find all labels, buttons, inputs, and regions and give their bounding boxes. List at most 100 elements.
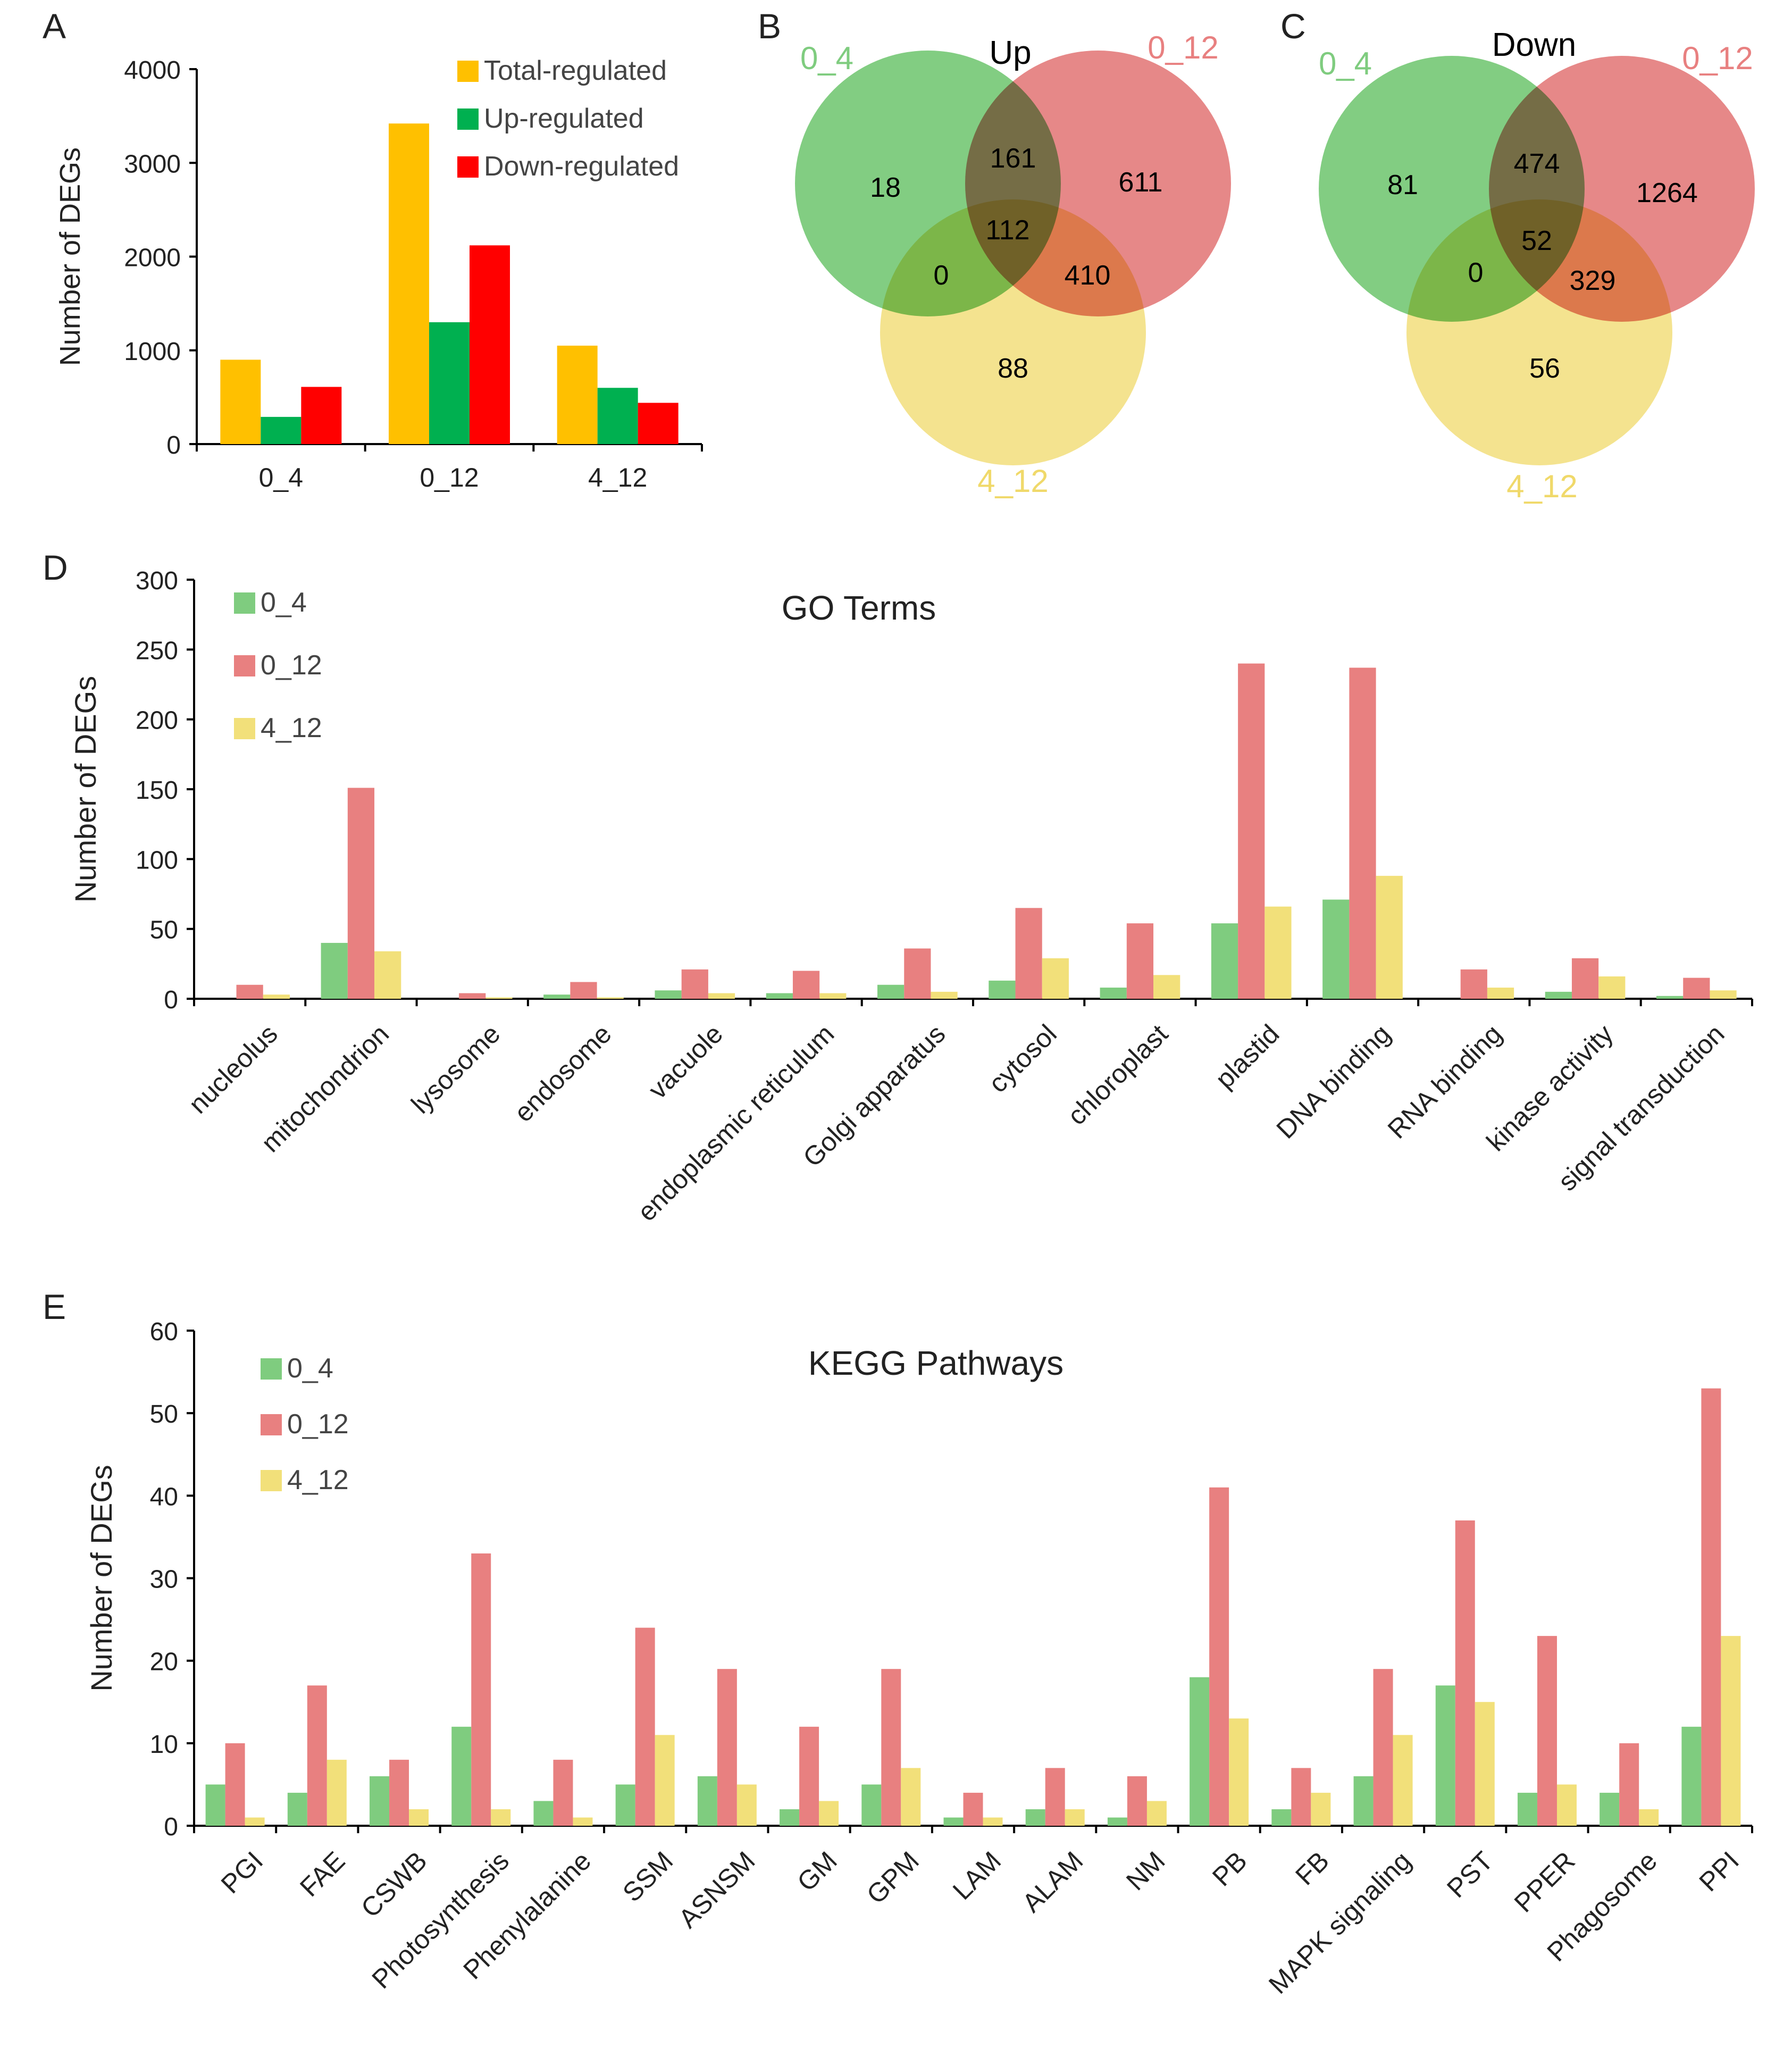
- chart-e-category-label: NM: [1120, 1846, 1171, 1896]
- chart-d-bar-signal-transduction-0-12: [1683, 977, 1710, 999]
- chart-e-category-label: Photosynthesis: [366, 1846, 515, 1994]
- chart-d-bar-kinase-activity-4-12: [1598, 976, 1626, 999]
- chart-e-legend-swatch-0-12: [261, 1414, 282, 1435]
- chart-d-bar-mitochondrion-4-12: [374, 951, 401, 999]
- chart-a-bar-0-12-up-regulated: [429, 322, 470, 444]
- chart-e-y-axis-title: Number of DEGs: [85, 1465, 118, 1691]
- chart-e-bar-pst-4-12: [1475, 1702, 1495, 1826]
- chart-a-bar-4-12-total-regulated: [557, 345, 598, 444]
- venn-b-circle-4-12: [880, 199, 1146, 465]
- venn-c-set-label-0-12: 0_12: [1682, 40, 1753, 76]
- venn-b-set-label-0-12: 0_12: [1148, 30, 1218, 65]
- venn-c-down: 0_4 0_12 4_12 Down 81 1264 56 474 0 329 52: [1319, 27, 1755, 504]
- chart-d-bar-dna-binding-4-12: [1376, 875, 1403, 999]
- chart-e-y-tick-label: 10: [150, 1731, 178, 1759]
- chart-e-category-label: SSM: [617, 1846, 679, 1908]
- chart-e-legend-label-4-12: 4_12: [287, 1465, 349, 1495]
- venn-b-region-0-12-and-4-12: 410: [1065, 260, 1111, 291]
- chart-e-bar-gpm-4-12: [901, 1768, 921, 1826]
- chart-a-bar-0-4-up-regulated: [261, 416, 302, 444]
- chart-e-bar-pgi-0-4: [205, 1784, 225, 1826]
- chart-e-category-label: PPER: [1509, 1846, 1581, 1918]
- chart-e-bar-pb-0-4: [1190, 1677, 1210, 1826]
- venn-c-region-0-12-and-4-12: 329: [1570, 265, 1616, 296]
- chart-d-title: GO Terms: [782, 589, 936, 627]
- chart-e-bar-pgi-0-12: [225, 1743, 245, 1826]
- chart-e-bar-alam-4-12: [1065, 1809, 1085, 1826]
- chart-e-category-label: PST: [1441, 1846, 1498, 1903]
- chart-e-bar-nm-0-12: [1127, 1776, 1147, 1826]
- chart-e-bar-cswb-4-12: [409, 1809, 429, 1826]
- chart-d-y-tick-label: 0: [164, 986, 178, 1014]
- chart-e-bar-fb-0-4: [1271, 1809, 1292, 1826]
- venn-b-region-only-0-4: 18: [870, 172, 901, 203]
- chart-d-bar-plastid-0-12: [1238, 663, 1265, 999]
- chart-e-category-label: PPI: [1694, 1846, 1745, 1898]
- chart-e-category-label: ALAM: [1017, 1846, 1089, 1918]
- panel-label-b: B: [758, 6, 781, 46]
- chart-d-category-label: chloroplast: [1062, 1019, 1174, 1131]
- chart-e-title: KEGG Pathways: [808, 1344, 1064, 1382]
- chart-d-category-label: endosome: [508, 1019, 617, 1128]
- chart-e-category-label: PB: [1207, 1846, 1253, 1892]
- chart-d-bar-vacuole-0-4: [655, 990, 682, 999]
- chart-a-bar-0-4-down-regulated: [301, 387, 342, 444]
- panel-label-c: C: [1280, 6, 1306, 46]
- chart-e-bar-phenylalanine-0-12: [553, 1759, 573, 1826]
- venn-b-region-0-4-and-0-12: 161: [990, 143, 1036, 174]
- chart-a-legend-swatch-total-regulated: [457, 61, 479, 82]
- chart-d-bar-golgi-apparatus-4-12: [931, 991, 958, 999]
- chart-d-category-label: DNA binding: [1271, 1019, 1396, 1144]
- chart-e-bar-nm-4-12: [1146, 1801, 1167, 1826]
- chart-a-bar-4-12-down-regulated: [638, 403, 679, 444]
- chart-d-y-tick-label: 250: [136, 637, 178, 665]
- chart-d-bar-endosome-0-12: [570, 982, 597, 999]
- chart-d-y-tick-label: 200: [136, 707, 178, 735]
- chart-e-category-label: GM: [791, 1846, 843, 1898]
- chart-d-bar-endoplasmic-reticulum-4-12: [819, 993, 847, 999]
- chart-a-bar-0-12-total-regulated: [389, 123, 429, 445]
- chart-e-bar-nm-0-4: [1107, 1817, 1127, 1826]
- chart-d-y-tick-label: 150: [136, 776, 178, 805]
- chart-e-bar-pper-0-12: [1537, 1636, 1557, 1826]
- chart-a-legend-label-up-regulated: Up-regulated: [484, 103, 644, 134]
- chart-d-legend-label-4-12: 4_12: [261, 713, 322, 743]
- chart-a-category-label: 4_12: [588, 463, 647, 492]
- chart-a-y-tick-label: 1000: [124, 338, 181, 366]
- chart-d-bar-dna-binding-0-12: [1349, 667, 1376, 999]
- chart-e-bar-phagosome-0-12: [1619, 1743, 1639, 1826]
- venn-c-region-only-0-4: 81: [1387, 170, 1418, 200]
- chart-e-bar-pst-0-4: [1435, 1685, 1455, 1826]
- venn-b-set-label-4-12: 4_12: [977, 463, 1048, 499]
- chart-e-category-label: ASNSM: [673, 1846, 760, 1934]
- venn-c-region-0-4-and-4-12: 0: [1468, 257, 1484, 288]
- chart-e-bar-pgi-4-12: [245, 1817, 265, 1826]
- panel-label-a: A: [43, 6, 66, 46]
- chart-e-bar-phenylalanine-4-12: [573, 1817, 593, 1826]
- chart-d-category-label: vacuole: [643, 1019, 728, 1105]
- venn-c-region-0-4-and-0-12: 474: [1514, 148, 1560, 179]
- chart-e-y-tick-label: 40: [150, 1483, 178, 1511]
- chart-d-bar-vacuole-0-12: [681, 969, 708, 999]
- chart-d-go-terms: 0 50 100 150 200 250 300 Number of DEGs GO Terms…: [69, 567, 1753, 1227]
- chart-e-bar-gpm-0-12: [881, 1669, 901, 1826]
- chart-e-legend-swatch-0-4: [261, 1358, 282, 1380]
- chart-a-y-tick-label: 0: [166, 431, 181, 459]
- chart-e-category-label: PGI: [215, 1846, 269, 1900]
- chart-e-bar-pst-0-12: [1455, 1520, 1475, 1826]
- chart-d-category-label: cytosol: [983, 1019, 1062, 1099]
- chart-e-bar-asnsm-0-4: [697, 1776, 717, 1826]
- venn-c-circle-4-12: [1406, 199, 1672, 465]
- venn-c-region-only-4-12: 56: [1529, 353, 1560, 384]
- chart-d-legend-label-0-4: 0_4: [261, 587, 307, 618]
- venn-b-up: 0_4 0_12 4_12 Up 18 611 88 161 0 410 112: [795, 30, 1231, 499]
- venn-c-title: Down: [1492, 27, 1577, 63]
- chart-e-bar-phenylalanine-0-4: [533, 1801, 554, 1826]
- chart-e-bar-phagosome-0-4: [1600, 1792, 1620, 1826]
- chart-d-bar-kinase-activity-0-4: [1545, 991, 1572, 999]
- chart-d-legend-swatch-4-12: [234, 718, 255, 739]
- chart-e-bar-asnsm-4-12: [736, 1784, 757, 1826]
- venn-c-set-label-4-12: 4_12: [1506, 469, 1577, 504]
